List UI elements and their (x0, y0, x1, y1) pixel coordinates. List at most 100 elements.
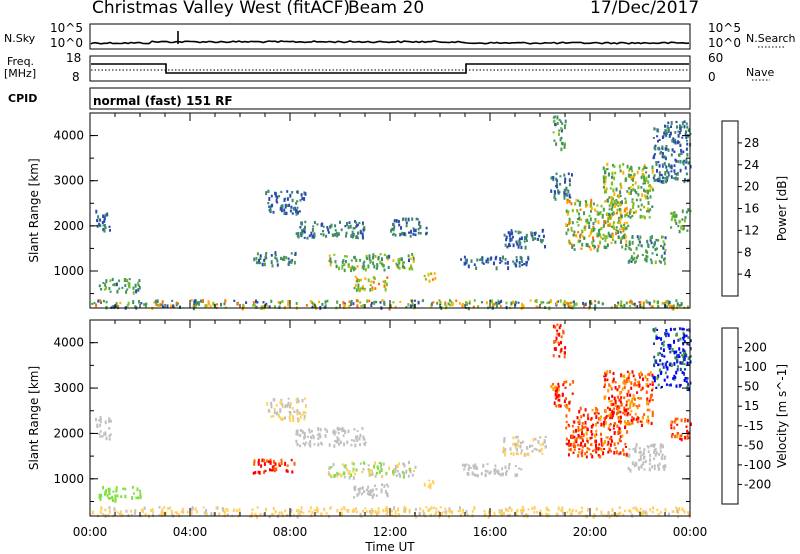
echo-cell (372, 261, 375, 266)
echo-cell (99, 430, 102, 433)
echo-cell (684, 132, 687, 137)
echo-region-6 (327, 460, 417, 480)
echo-cell (311, 234, 314, 239)
echo-cell (303, 435, 306, 440)
echo-cell (544, 245, 546, 249)
echo-cell (306, 435, 309, 438)
echo-cell (341, 260, 344, 264)
echo-cell (670, 125, 672, 128)
y-tick-label: 2000 (53, 219, 84, 233)
echo-cell (610, 387, 613, 391)
x-tick-label: 20:00 (573, 525, 608, 539)
nsky-panel-frame (89, 23, 691, 50)
echo-cell (674, 356, 677, 359)
echo-cell (619, 451, 622, 455)
echo-cell (591, 408, 594, 412)
echo-cell (669, 350, 672, 354)
echo-cell (235, 509, 238, 513)
echo-cell (373, 301, 376, 305)
echo-cell (220, 302, 222, 307)
echo-cell (667, 171, 670, 174)
echo-cell (652, 506, 655, 510)
echo-cell (586, 243, 589, 248)
echo-cell (350, 299, 353, 303)
echo-cell (640, 186, 643, 189)
colorbar-tick-label: -200 (744, 477, 771, 491)
echo-cell (368, 492, 370, 496)
echo-cell (296, 443, 299, 447)
echo-cell (679, 434, 682, 438)
echo-cell (128, 278, 131, 281)
echo-cell (663, 257, 666, 261)
echo-cell (125, 290, 128, 294)
echo-cell (554, 386, 557, 389)
echo-cell (358, 279, 361, 283)
echo-cell (379, 301, 382, 304)
echo-cell (635, 442, 638, 447)
echo-cell (356, 430, 359, 433)
echo-cell (676, 509, 679, 513)
echo-cell (586, 437, 589, 442)
echo-cell (308, 442, 311, 446)
echo-cell (654, 260, 657, 265)
echo-cell (412, 257, 415, 261)
echo-cell (554, 397, 557, 400)
echo-cell (603, 417, 606, 420)
echo-cell (280, 209, 283, 213)
echo-cell (112, 305, 115, 309)
echo-cell (280, 418, 283, 422)
echo-cell (120, 495, 123, 498)
echo-cell (614, 381, 617, 384)
echo-cell (663, 455, 666, 459)
echo-cell (145, 302, 148, 306)
echo-cell (679, 384, 682, 387)
echo-cell (601, 237, 604, 240)
echo-cell (380, 466, 383, 469)
colorbar-label: Power [dB] (775, 176, 789, 241)
echo-cell (338, 266, 340, 271)
echo-cell (585, 204, 588, 208)
echo-cell (361, 232, 364, 237)
echo-cell (304, 220, 307, 224)
echo-cell (428, 508, 430, 511)
echo-cell (437, 510, 440, 513)
echo-cell (620, 300, 623, 305)
echo-cell (200, 299, 202, 303)
echo-cell (592, 222, 595, 226)
echo-cell (302, 230, 305, 233)
echo-cell (683, 120, 686, 123)
echo-cell (416, 218, 419, 221)
echo-cell (613, 451, 616, 455)
echo-cell (357, 287, 360, 291)
echo-cell (493, 261, 495, 266)
echo-cell (657, 128, 660, 133)
echo-cell (111, 498, 114, 502)
echo-cell (553, 196, 556, 199)
echo-cell (363, 462, 366, 465)
echo-cell (580, 435, 583, 438)
echo-cell (567, 453, 570, 457)
echo-cell (254, 512, 257, 516)
echo-cell (493, 471, 496, 475)
echo-cell (323, 306, 326, 309)
echo-cell (623, 303, 626, 308)
echo-cell (376, 513, 378, 517)
nave-label: Nave (746, 66, 775, 79)
echo-cell (374, 510, 377, 514)
echo-cell (407, 254, 410, 258)
echo-cell (637, 205, 640, 208)
echo-cell (603, 222, 606, 226)
echo-cell (624, 509, 626, 513)
echo-cell (579, 239, 582, 243)
echo-cell (245, 301, 248, 304)
echo-cell (602, 186, 605, 189)
echo-cell (545, 513, 548, 516)
echo-cell (685, 334, 688, 338)
echo-cell (552, 131, 555, 134)
echo-cell (661, 385, 663, 388)
echo-cell (553, 139, 556, 142)
echo-cell (408, 258, 410, 263)
echo-cell (449, 299, 451, 302)
echo-region-10 (460, 255, 530, 271)
echo-cell (670, 212, 673, 215)
